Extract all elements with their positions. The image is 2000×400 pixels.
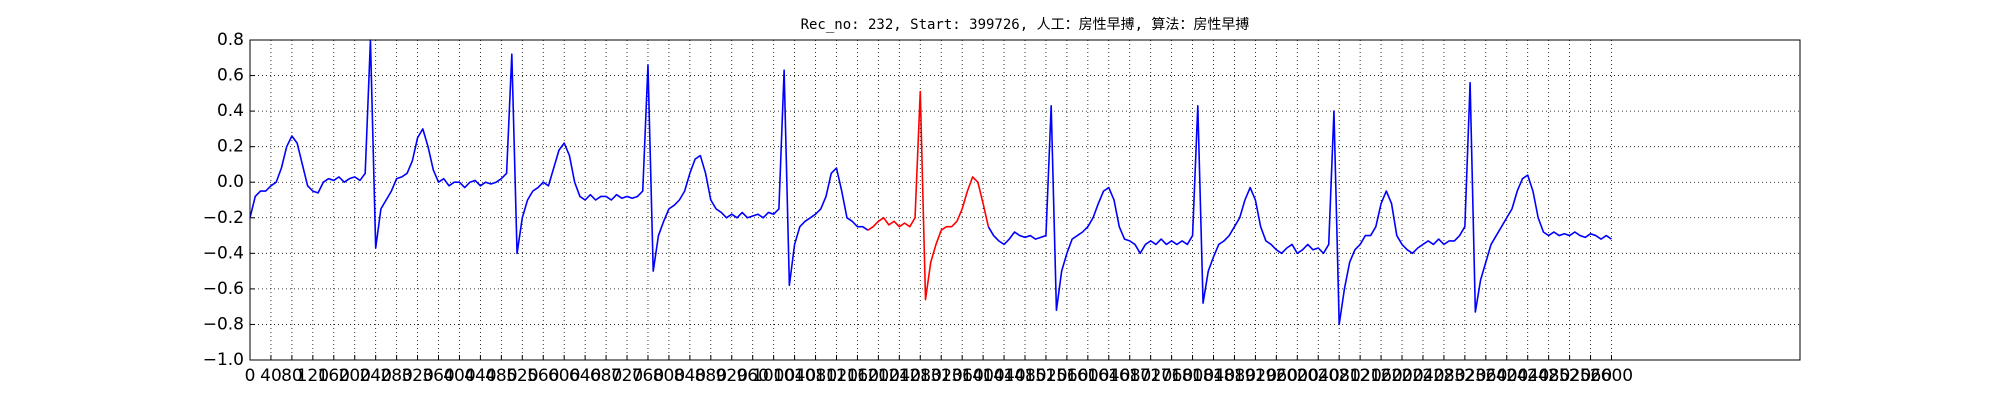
x-tick-label: 2280	[1422, 366, 1465, 386]
x-tick-label: 2160	[1359, 366, 1402, 386]
x-tick-label: 1880	[1213, 366, 1256, 386]
x-tick-label: 1160	[836, 366, 879, 386]
x-tick-label: 2440	[1506, 366, 1549, 386]
ecg-line	[249, 39, 1612, 326]
x-tick-label: 1960	[1255, 366, 1298, 386]
x-tick-label: 1760	[1150, 366, 1193, 386]
x-tick-label: 880	[695, 366, 727, 386]
x-tick-label: 0	[245, 366, 256, 386]
x-tick-label: 2320	[1443, 366, 1486, 386]
x-tick-label: 1000	[752, 366, 795, 386]
x-tick-label: 40	[260, 366, 282, 386]
x-tick-label: 640	[569, 366, 601, 386]
x-tick-label: 1040	[773, 366, 816, 386]
x-tick-label: 320	[401, 366, 433, 386]
x-tick-label: 160	[318, 366, 350, 386]
x-tick-label: 2480	[1527, 366, 1570, 386]
x-tick-label: 680	[590, 366, 622, 386]
x-tick-label: 1600	[1066, 366, 1109, 386]
x-tick-label: 2360	[1464, 366, 1507, 386]
y-tick-label: 0.8	[217, 30, 244, 50]
x-tick-label: 280	[380, 366, 412, 386]
x-tick-label: 2560	[1569, 366, 1612, 386]
x-tick-label: 960	[736, 366, 768, 386]
x-tick-label: 2240	[1401, 366, 1444, 386]
x-tick-label: 1800	[1171, 366, 1214, 386]
y-tick-label: 0.6	[217, 66, 244, 86]
x-tick-label: 560	[527, 366, 559, 386]
x-tick-label: 1720	[1129, 366, 1172, 386]
x-tick-label: 2520	[1548, 366, 1591, 386]
x-tick-label: 600	[548, 366, 580, 386]
x-tick-label: 1920	[1234, 366, 1277, 386]
x-tick-label: 2080	[1318, 366, 1361, 386]
x-tick-label: 800	[653, 366, 685, 386]
x-tick-label: 2200	[1380, 366, 1423, 386]
x-tick-label: 760	[632, 366, 664, 386]
x-tick-label: 520	[506, 366, 538, 386]
x-tick-label: 1200	[857, 366, 900, 386]
x-tick-label: 80	[281, 366, 303, 386]
x-tick-label: 1120	[815, 366, 858, 386]
y-tick-label: −0.2	[203, 208, 244, 228]
x-tick-label: 440	[464, 366, 496, 386]
x-tick-label: 920	[716, 366, 748, 386]
ecg-line	[867, 90, 990, 301]
x-tick-label: 1280	[899, 366, 942, 386]
y-tick-label: 0.4	[217, 101, 244, 121]
x-tick-label: 1360	[941, 366, 984, 386]
x-tick-label: 1240	[878, 366, 921, 386]
x-tick-label: 1080	[794, 366, 837, 386]
x-tick-label: 200	[339, 366, 371, 386]
x-tick-label: 1480	[1003, 366, 1046, 386]
x-tick-label: 2400	[1485, 366, 1528, 386]
x-tick-label: 2600	[1590, 366, 1633, 386]
plot-frame	[249, 39, 1801, 361]
x-tick-label: 1560	[1045, 366, 1088, 386]
y-tick-label: −1.0	[203, 350, 244, 370]
x-tick-label: 120	[297, 366, 329, 386]
x-tick-label: 2120	[1339, 366, 1382, 386]
x-tick-label: 2040	[1297, 366, 1340, 386]
y-tick-label: 0.2	[217, 137, 244, 157]
x-tick-label: 840	[674, 366, 706, 386]
x-tick-label: 400	[443, 366, 475, 386]
x-tick-label: 1320	[920, 366, 963, 386]
x-tick-label: 1680	[1108, 366, 1151, 386]
x-tick-label: 1400	[961, 366, 1004, 386]
y-tick-label: 0.0	[217, 172, 244, 192]
x-tick-label: 1840	[1192, 366, 1235, 386]
y-tick-label: −0.8	[203, 314, 244, 334]
x-tick-label: 360	[422, 366, 454, 386]
chart-title: Rec_no: 232, Start: 399726, 人工：房性早搏, 算法：…	[801, 16, 1250, 33]
x-tick-label: 240	[359, 366, 391, 386]
x-tick-label: 720	[611, 366, 643, 386]
x-tick-label: 2000	[1276, 366, 1319, 386]
y-tick-label: −0.6	[203, 279, 244, 299]
x-tick-label: 480	[485, 366, 517, 386]
y-tick-label: −0.4	[203, 243, 244, 263]
x-tick-label: 1520	[1024, 366, 1067, 386]
x-tick-label: 1640	[1087, 366, 1130, 386]
x-tick-label: 1440	[982, 366, 1025, 386]
